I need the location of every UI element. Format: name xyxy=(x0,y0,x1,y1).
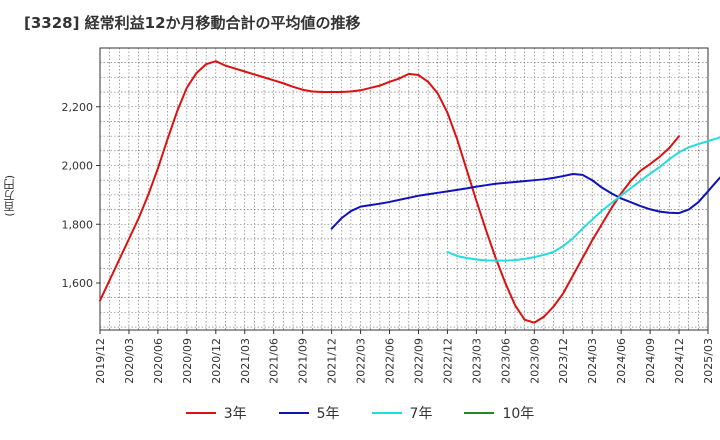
chart-title: [3328] 経常利益12か月移動合計の平均値の推移 xyxy=(24,14,361,32)
plot-area xyxy=(100,48,708,330)
x-tick-label: 2020/06 xyxy=(152,338,165,384)
x-tick-label: 2025/03 xyxy=(702,338,715,384)
plot-border xyxy=(99,47,709,331)
x-tick-label: 2022/06 xyxy=(384,338,397,384)
legend-item: 5年 xyxy=(278,403,340,423)
series-line-3年 xyxy=(99,60,681,324)
x-tick-label: 2021/03 xyxy=(239,338,252,384)
legend-swatch xyxy=(464,412,495,414)
x-tick-label: 2020/09 xyxy=(181,338,194,384)
legend-swatch xyxy=(371,412,402,414)
x-tick-label: 2021/06 xyxy=(268,338,281,384)
y-tick-label: 1,800 xyxy=(62,218,94,231)
x-tick-label: 2024/06 xyxy=(615,338,628,384)
x-tick-label: 2020/12 xyxy=(210,338,223,384)
series-line-5年 xyxy=(330,173,720,230)
x-tick-label: 2022/09 xyxy=(412,338,425,384)
series-line-7年 xyxy=(446,136,720,262)
x-tick-label: 2022/12 xyxy=(441,338,454,384)
legend-label: 7年 xyxy=(409,406,433,422)
x-tick-label: 2023/09 xyxy=(528,338,541,384)
x-tick-label: 2021/09 xyxy=(297,338,310,384)
x-tick-label: 2024/03 xyxy=(586,338,599,384)
x-tick-label: 2022/03 xyxy=(355,338,368,384)
legend-item: 10年 xyxy=(464,403,534,423)
legend-label: 10年 xyxy=(502,406,535,422)
x-tick-label: 2021/12 xyxy=(326,338,339,384)
legend-label: 3年 xyxy=(223,406,247,422)
y-tick-label: 2,200 xyxy=(62,101,94,114)
legend-swatch xyxy=(278,412,309,414)
x-tick-label: 2023/12 xyxy=(557,338,570,384)
x-tick-label: 2023/06 xyxy=(499,338,512,384)
y-tick-label: 1,600 xyxy=(62,277,94,290)
legend-item: 3年 xyxy=(185,403,247,423)
legend-label: 5年 xyxy=(316,406,340,422)
x-tick-label: 2024/09 xyxy=(644,338,657,384)
x-tick-label: 2023/03 xyxy=(470,338,483,384)
legend-item: 7年 xyxy=(371,403,433,423)
y-tick-label: 2,000 xyxy=(62,160,94,173)
x-tick-label: 2020/03 xyxy=(123,338,136,384)
legend-swatch xyxy=(185,412,216,414)
x-tick-label: 2019/12 xyxy=(94,338,107,384)
chart-legend: 3年 5年 7年 10年 xyxy=(0,403,720,423)
x-tick-label: 2024/12 xyxy=(673,338,686,384)
